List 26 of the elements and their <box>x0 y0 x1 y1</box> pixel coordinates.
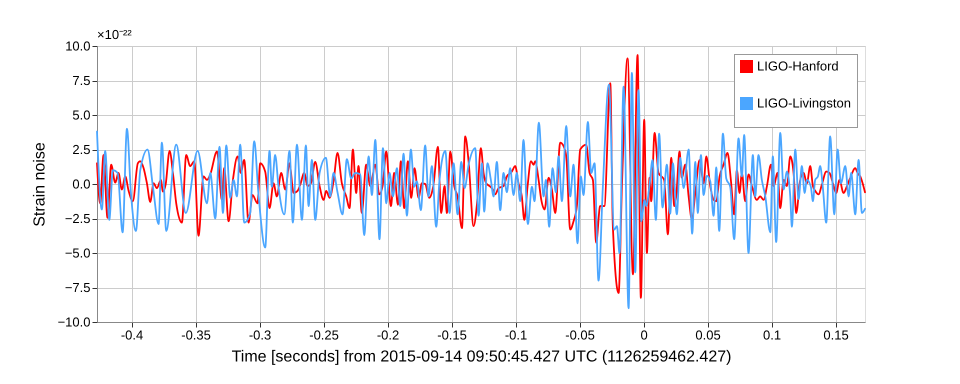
y-tick-label: 5.0 <box>72 108 90 122</box>
x-tick-label: 0.1 <box>763 328 782 342</box>
x-tick-label: -0.3 <box>248 328 272 342</box>
y-tick-label: 7.5 <box>72 73 90 88</box>
y-tick-label: −5.0 <box>64 246 90 260</box>
x-tick-label: 0.05 <box>695 328 721 342</box>
x-tick-label: -0.25 <box>309 328 339 342</box>
x-tick-label: -0.1 <box>504 328 528 342</box>
x-tick-label: -0.05 <box>565 328 595 342</box>
y-tick-label: −2.5 <box>64 211 90 226</box>
y-tick-label: −7.5 <box>64 280 90 295</box>
x-tick-label: 0 <box>640 328 648 342</box>
y-tick-label: 0.0 <box>72 176 90 192</box>
y-axis-title: Strain noise <box>32 142 49 227</box>
x-tick-label: -0.35 <box>181 328 211 342</box>
x-tick-label: -0.4 <box>120 328 144 342</box>
x-tick-label: -0.15 <box>437 328 467 342</box>
legend-label: LIGO-Livingston <box>757 96 851 110</box>
text: ×10⁻²² <box>97 27 132 42</box>
x-axis-title: Time [seconds] from 2015-09-14 09:50:45.427 UTC (1126259462.427) <box>232 348 732 366</box>
x-tick-label: -0.2 <box>376 328 400 342</box>
y-tick-label: −10.0 <box>58 314 90 330</box>
y-tick-label: 2.5 <box>72 142 90 157</box>
y-tick-label: 10.0 <box>65 38 90 54</box>
legend-label: LIGO-Hanford <box>757 58 839 74</box>
x-tick-label: 0.15 <box>823 328 849 342</box>
